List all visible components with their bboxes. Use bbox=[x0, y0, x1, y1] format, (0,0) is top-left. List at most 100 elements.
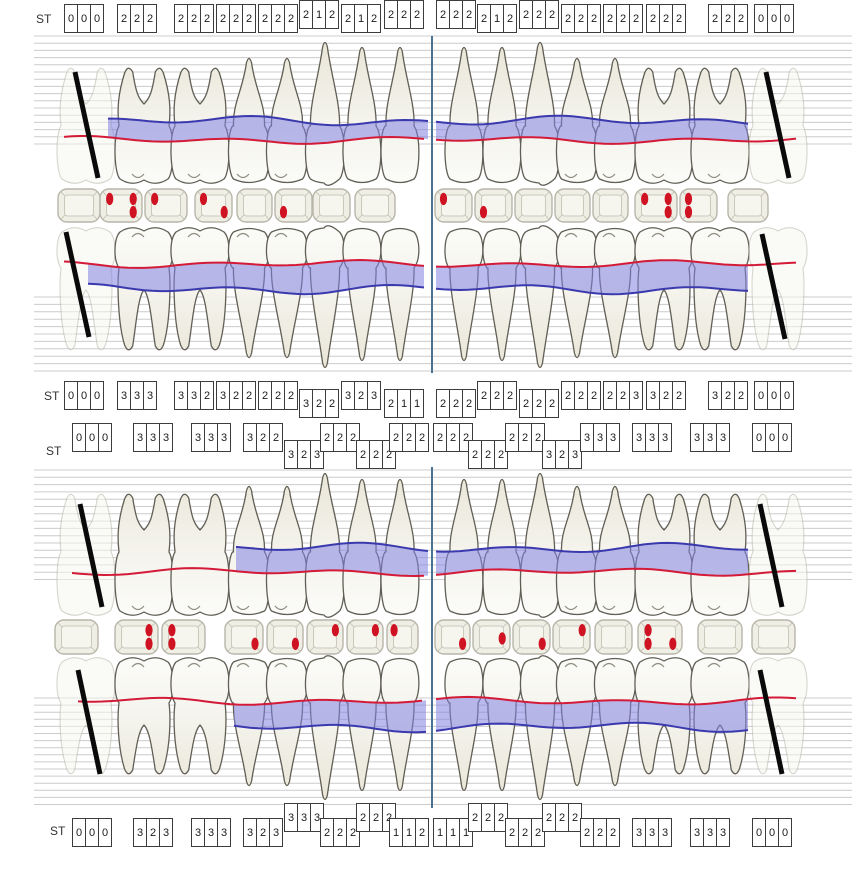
st-value-cell[interactable]: 2 bbox=[603, 381, 617, 410]
tooth-upper-lingual-8[interactable] bbox=[380, 227, 420, 362]
st-value-cell[interactable]: 2 bbox=[415, 818, 429, 847]
st-value-cell[interactable]: 2 bbox=[587, 4, 601, 33]
st-value-cell[interactable]: 2 bbox=[397, 0, 411, 29]
st-value-cell[interactable]: 2 bbox=[518, 423, 532, 452]
st-value-cell[interactable]: 2 bbox=[606, 818, 620, 847]
st-value-cell[interactable]: 3 bbox=[284, 803, 298, 832]
st-value-cell[interactable]: 2 bbox=[356, 440, 370, 469]
st-value-cell[interactable]: 2 bbox=[481, 440, 495, 469]
st-value-cell[interactable]: 2 bbox=[672, 381, 686, 410]
st-value-cell[interactable]: 2 bbox=[410, 0, 424, 29]
st-value-cell[interactable]: 0 bbox=[64, 4, 78, 33]
st-value-cell[interactable]: 2 bbox=[574, 4, 588, 33]
st-value-cell[interactable]: 0 bbox=[780, 381, 794, 410]
st-value-cell[interactable]: 2 bbox=[325, 0, 339, 29]
st-value-cell[interactable]: 3 bbox=[269, 818, 283, 847]
occlusal-tooth-lower-1[interactable] bbox=[54, 619, 99, 655]
st-value-cell[interactable]: 0 bbox=[85, 423, 99, 452]
st-value-cell[interactable]: 2 bbox=[468, 803, 482, 832]
st-value-cell[interactable]: 3 bbox=[580, 423, 594, 452]
st-value-cell[interactable]: 2 bbox=[341, 4, 355, 33]
st-value-cell[interactable]: 2 bbox=[531, 423, 545, 452]
st-value-cell[interactable]: 3 bbox=[117, 381, 131, 410]
st-value-cell[interactable]: 2 bbox=[256, 423, 270, 452]
st-value-cell[interactable]: 2 bbox=[271, 4, 285, 33]
st-value-cell[interactable]: 2 bbox=[587, 381, 601, 410]
st-value-cell[interactable]: 3 bbox=[629, 381, 643, 410]
st-value-cell[interactable]: 3 bbox=[159, 818, 173, 847]
st-value-cell[interactable]: 1 bbox=[354, 4, 368, 33]
st-value-cell[interactable]: 2 bbox=[555, 803, 569, 832]
st-value-cell[interactable]: 3 bbox=[297, 803, 311, 832]
occlusal-tooth-lower-11[interactable] bbox=[512, 619, 551, 655]
st-value-cell[interactable]: 3 bbox=[133, 818, 147, 847]
st-value-cell[interactable]: 2 bbox=[629, 4, 643, 33]
occlusal-tooth-upper-7[interactable] bbox=[312, 188, 351, 223]
tooth-upper-buccal-6[interactable] bbox=[304, 41, 346, 186]
st-value-cell[interactable]: 3 bbox=[646, 381, 660, 410]
occlusal-tooth-upper-5[interactable] bbox=[236, 188, 273, 223]
st-value-cell[interactable]: 2 bbox=[561, 381, 575, 410]
tooth-lower-lingual-11[interactable] bbox=[519, 472, 561, 618]
st-value-cell[interactable]: 0 bbox=[85, 818, 99, 847]
occlusal-tooth-upper-12[interactable] bbox=[554, 188, 591, 223]
st-value-cell[interactable]: 1 bbox=[312, 0, 326, 29]
st-value-cell[interactable]: 3 bbox=[299, 389, 313, 418]
st-value-cell[interactable]: 2 bbox=[519, 389, 533, 418]
st-value-cell[interactable]: 0 bbox=[77, 4, 91, 33]
occlusal-tooth-upper-9[interactable] bbox=[434, 188, 473, 223]
tooth-upper-buccal-10[interactable] bbox=[482, 46, 522, 184]
occlusal-tooth-lower-3[interactable] bbox=[161, 619, 206, 655]
tooth-lower-lingual-2[interactable] bbox=[114, 493, 174, 616]
occlusal-tooth-lower-5[interactable] bbox=[266, 619, 304, 655]
st-value-cell[interactable]: 2 bbox=[187, 4, 201, 33]
st-value-cell[interactable]: 2 bbox=[721, 4, 735, 33]
st-value-cell[interactable]: 2 bbox=[477, 381, 491, 410]
st-value-cell[interactable]: 2 bbox=[325, 389, 339, 418]
st-value-cell[interactable]: 2 bbox=[519, 0, 533, 29]
occlusal-tooth-upper-4[interactable] bbox=[194, 188, 233, 223]
st-value-cell[interactable]: 2 bbox=[734, 381, 748, 410]
occlusal-tooth-upper-13[interactable] bbox=[592, 188, 629, 223]
st-value-cell[interactable]: 3 bbox=[143, 381, 157, 410]
st-value-cell[interactable]: 3 bbox=[191, 818, 205, 847]
st-value-cell[interactable]: 2 bbox=[468, 440, 482, 469]
st-value-cell[interactable]: 2 bbox=[299, 0, 313, 29]
st-value-cell[interactable]: 2 bbox=[354, 381, 368, 410]
st-value-cell[interactable]: 2 bbox=[333, 423, 347, 452]
occlusal-tooth-lower-6[interactable] bbox=[306, 619, 344, 655]
st-value-cell[interactable]: 3 bbox=[658, 818, 672, 847]
tooth-lower-buccal-2[interactable] bbox=[114, 657, 174, 775]
st-value-cell[interactable]: 3 bbox=[645, 423, 659, 452]
st-value-cell[interactable]: 2 bbox=[389, 423, 403, 452]
st-value-cell[interactable]: 2 bbox=[449, 389, 463, 418]
st-value-cell[interactable]: 0 bbox=[778, 423, 792, 452]
st-value-cell[interactable]: 2 bbox=[320, 423, 334, 452]
st-value-cell[interactable]: 3 bbox=[187, 381, 201, 410]
occlusal-tooth-lower-12[interactable] bbox=[552, 619, 591, 655]
st-value-cell[interactable]: 3 bbox=[708, 381, 722, 410]
st-value-cell[interactable]: 2 bbox=[449, 0, 463, 29]
st-value-cell[interactable]: 3 bbox=[217, 423, 231, 452]
st-value-cell[interactable]: 3 bbox=[568, 440, 582, 469]
tooth-upper-lingual-7[interactable] bbox=[342, 227, 382, 362]
tooth-upper-lingual-4[interactable] bbox=[227, 227, 271, 359]
st-value-cell[interactable]: 2 bbox=[580, 818, 594, 847]
occlusal-tooth-upper-15[interactable] bbox=[679, 188, 718, 223]
st-value-cell[interactable]: 2 bbox=[146, 818, 160, 847]
st-value-cell[interactable]: 2 bbox=[531, 818, 545, 847]
st-value-cell[interactable]: 2 bbox=[568, 803, 582, 832]
st-value-cell[interactable]: 2 bbox=[490, 381, 504, 410]
st-value-cell[interactable]: 1 bbox=[433, 818, 447, 847]
tooth-upper-buccal-8[interactable] bbox=[380, 46, 420, 184]
st-value-cell[interactable]: 0 bbox=[90, 381, 104, 410]
st-value-cell[interactable]: 2 bbox=[258, 4, 272, 33]
tooth-lower-lingual-3[interactable] bbox=[170, 493, 230, 616]
st-value-cell[interactable]: 0 bbox=[90, 4, 104, 33]
occlusal-tooth-lower-7[interactable] bbox=[346, 619, 384, 655]
st-value-cell[interactable]: 2 bbox=[646, 4, 660, 33]
occlusal-tooth-upper-3[interactable] bbox=[144, 188, 188, 223]
tooth-lower-buccal-6[interactable] bbox=[304, 655, 346, 801]
st-value-cell[interactable]: 2 bbox=[721, 381, 735, 410]
st-value-cell[interactable]: 2 bbox=[216, 4, 230, 33]
